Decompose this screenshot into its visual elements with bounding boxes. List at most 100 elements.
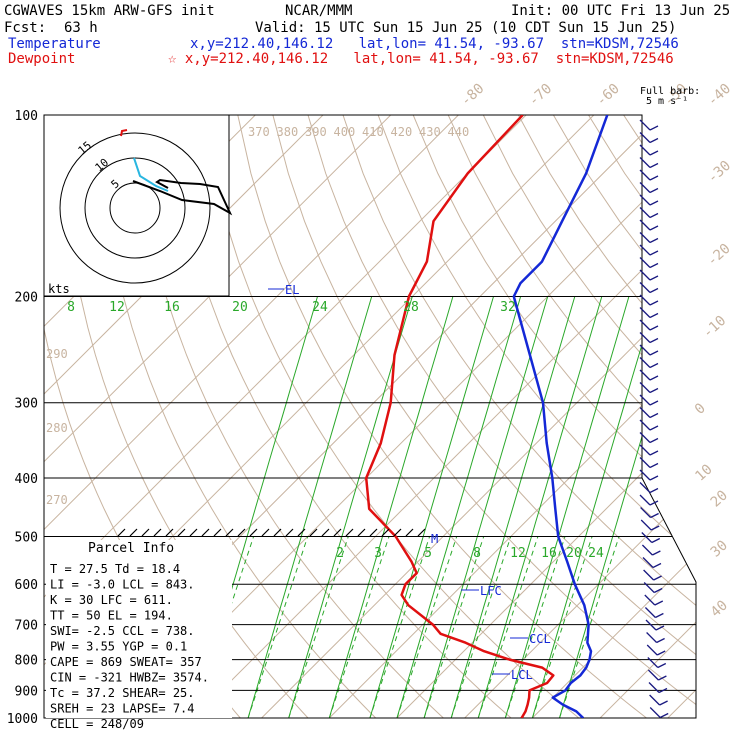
cap-hatch-mark xyxy=(250,529,257,536)
mixing-ratio-label: 12 xyxy=(510,546,526,561)
wind-barb-flag xyxy=(650,414,658,418)
dry-adiabat-line xyxy=(518,115,740,718)
pressure-tick-label: 500 xyxy=(15,530,38,545)
cap-hatch-mark xyxy=(406,529,413,536)
wind-barb-flag xyxy=(650,251,658,255)
parcel-info-row: PW = 3.55 YGP = 0.1 xyxy=(50,640,187,654)
cap-hatch-mark xyxy=(118,529,125,536)
wind-barb xyxy=(650,708,660,718)
cap-hatch-mark xyxy=(274,529,281,536)
moist-adiabat-line xyxy=(532,297,656,719)
wind-barb xyxy=(642,545,652,555)
theta-label: 410 xyxy=(362,125,384,139)
parcel-info-row: CAPE = 869 SWEAT= 357 xyxy=(50,655,202,669)
moist-adiabat-line xyxy=(560,297,684,719)
mixing-ratio-label: 24 xyxy=(312,300,328,315)
moist-adiabat-line xyxy=(397,297,521,719)
parcel-info-row: SREH = 23 LAPSE= 7.4 xyxy=(50,702,195,716)
isotherm-line xyxy=(397,115,740,718)
wind-barb xyxy=(645,608,655,618)
cap-hatch-mark xyxy=(286,529,293,536)
pressure-tick-label: 300 xyxy=(15,397,38,412)
wind-barb-flag xyxy=(658,664,666,668)
dry-adiabat-line xyxy=(203,115,579,718)
wind-barb-flag xyxy=(650,226,658,230)
isotherm-tick-label: -40 xyxy=(705,81,735,110)
mixing-ratio-label: 32 xyxy=(500,300,516,315)
wind-barb-flag xyxy=(655,601,663,605)
isotherm-tick-label: 30 xyxy=(708,537,731,560)
forecast-hours: 63 h xyxy=(64,20,98,36)
wind-barb-flag xyxy=(650,139,658,143)
wind-barb xyxy=(641,508,651,518)
isotherm-tick-label: 0 xyxy=(692,400,709,418)
wind-barb xyxy=(642,533,652,543)
mixing-ratio-label: 3 xyxy=(374,546,382,561)
wind-barb-flag xyxy=(650,351,658,355)
mixing-ratio-label: 20 xyxy=(566,546,582,561)
wind-barb-flag xyxy=(650,126,658,130)
wind-barb-flag xyxy=(660,701,668,705)
theta-label: 400 xyxy=(334,125,356,139)
isotherm-line xyxy=(194,115,740,718)
isotherm-line xyxy=(262,115,740,718)
mixing-ratio-label: 16 xyxy=(164,300,180,315)
isotherm-tick-label: 10 xyxy=(692,461,715,484)
moist-adiabat-line xyxy=(505,297,629,719)
isotherm-tick-label: -30 xyxy=(705,158,735,187)
org-label: NCAR/MMM xyxy=(285,3,352,19)
theta-label: 430 xyxy=(419,125,441,139)
cap-hatch-mark xyxy=(154,529,161,536)
hodograph-box xyxy=(44,115,229,296)
parcel-info-row: T = 27.5 Td = 18.4 xyxy=(50,562,180,576)
temperature-info: x,y=212.40,146.12 lat,lon= 41.54, -93.67… xyxy=(190,36,679,52)
dry-adiabat-line xyxy=(343,115,740,718)
cap-hatch-mark xyxy=(226,529,233,536)
wind-barb-flag xyxy=(650,326,658,330)
barb-legend-line2: 5 m s⁻¹ xyxy=(646,96,688,107)
wind-barb-flag xyxy=(653,564,661,568)
pressure-tick-label: 800 xyxy=(15,654,38,669)
wind-barb-flag xyxy=(650,239,658,243)
wind-barb-flag xyxy=(650,464,658,468)
wind-barb-flag xyxy=(657,639,665,643)
cap-hatch-mark xyxy=(322,529,329,536)
wind-barb-flag xyxy=(650,376,658,380)
init-label: Init: 00 UTC Fri 13 Jun 25 xyxy=(511,3,730,19)
cap-hatch-mark xyxy=(394,529,401,536)
level-marker-label: LFC xyxy=(480,584,502,598)
parcel-info-row: CIN = -321 HWBZ= 3574. xyxy=(50,671,209,685)
wind-barb xyxy=(643,558,653,568)
isotherm-line xyxy=(329,115,740,718)
forecast-label: Fcst: xyxy=(4,20,46,36)
wind-barb-flag xyxy=(650,439,658,443)
wind-barb-flag xyxy=(651,526,659,530)
wind-barb xyxy=(649,683,659,693)
wind-barb-flag xyxy=(650,214,658,218)
wind-barb xyxy=(647,633,657,643)
mixing-ratio-label: 8 xyxy=(67,300,75,315)
parcel-info-row: LI = -3.0 LCL = 843. xyxy=(50,578,195,592)
cap-hatch-mark xyxy=(130,529,137,536)
theta-label: 440 xyxy=(448,125,470,139)
theta-label: 280 xyxy=(46,421,68,435)
pressure-tick-label: 200 xyxy=(15,291,38,306)
mixing-ratio-label: 5 xyxy=(424,546,432,561)
pressure-tick-label: 100 xyxy=(15,109,38,124)
cap-hatch-mark xyxy=(262,529,269,536)
isotherm-tick-label: -10 xyxy=(700,313,730,342)
mixing-ratio-label: 20 xyxy=(232,300,248,315)
level-marker-label: CCL xyxy=(529,632,551,646)
dewpoint-legend: Dewpoint xyxy=(8,51,75,67)
wind-barb-flag xyxy=(650,164,658,168)
temperature-legend: Temperature xyxy=(8,36,101,52)
wind-barb-flag xyxy=(651,514,659,518)
wind-barb-flag xyxy=(650,151,658,155)
wind-barb xyxy=(640,495,650,505)
wind-barb-flag xyxy=(660,714,668,718)
wind-barb-flag xyxy=(650,176,658,180)
wind-barb-flag xyxy=(655,614,663,618)
isotherm-tick-label: 20 xyxy=(708,487,731,510)
wind-barb-flag xyxy=(650,289,658,293)
